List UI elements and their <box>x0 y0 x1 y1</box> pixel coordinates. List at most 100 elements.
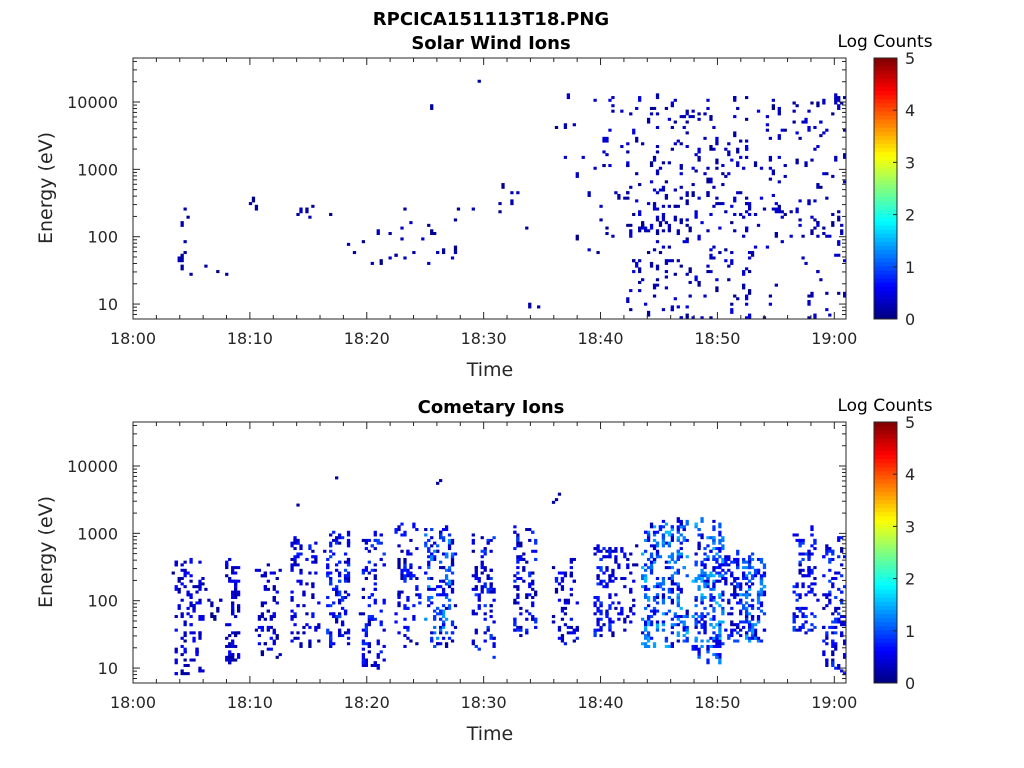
heatmap-cell <box>730 612 734 616</box>
heatmap-cell <box>335 563 339 567</box>
heatmap-cell <box>427 587 431 591</box>
heatmap-cell <box>343 596 348 600</box>
heatmap-cell <box>641 142 645 146</box>
heatmap-cell <box>409 563 413 567</box>
heatmap-cell <box>641 617 645 621</box>
heatmap-cell <box>655 240 660 244</box>
heatmap-cell <box>370 663 374 667</box>
heatmap-cell <box>649 568 654 575</box>
colorbar-tick-label: 0 <box>905 674 915 693</box>
heatmap-cell <box>421 237 425 241</box>
heatmap-cell <box>831 112 835 116</box>
heatmap-cell <box>715 158 719 165</box>
heatmap-cell <box>813 576 817 580</box>
heatmap-cell <box>346 557 351 561</box>
heatmap-cell <box>236 653 241 659</box>
heatmap-cell <box>641 585 645 589</box>
heatmap-cell <box>361 538 366 542</box>
heatmap-cell <box>623 585 627 589</box>
heatmap-cell <box>641 278 645 282</box>
heatmap-cell <box>450 563 455 567</box>
heatmap-cell <box>629 587 633 591</box>
heatmap-cell <box>724 576 728 580</box>
heatmap-cell <box>834 155 838 162</box>
heatmap-cell <box>843 620 847 627</box>
colorbar-swatch <box>874 654 897 659</box>
colorbar-swatch <box>874 495 897 500</box>
heatmap-cell <box>403 604 407 610</box>
heatmap-cell <box>296 538 300 542</box>
heatmap-cell <box>531 571 535 575</box>
heatmap-cell <box>661 544 666 548</box>
heatmap-cell <box>513 598 517 605</box>
heatmap-cell <box>661 612 666 616</box>
heatmap-cell <box>436 549 440 553</box>
heatmap-cell <box>373 661 377 667</box>
heatmap-cell <box>489 634 493 640</box>
heatmap-cell <box>302 625 306 629</box>
heatmap-cell <box>525 226 529 230</box>
colorbar-swatch <box>874 548 897 553</box>
heatmap-cell <box>596 609 600 613</box>
heatmap-cell <box>608 555 612 559</box>
heatmap-cell <box>635 199 639 203</box>
heatmap-cell <box>620 145 624 149</box>
heatmap-cell <box>453 625 458 629</box>
colorbar-swatch <box>874 155 897 161</box>
heatmap-cell <box>736 557 740 561</box>
heatmap-cell <box>471 574 475 578</box>
heatmap-cell <box>676 555 680 561</box>
heatmap-cell <box>682 125 686 129</box>
heatmap-cell <box>843 672 847 676</box>
heatmap-cell <box>667 204 672 208</box>
heatmap-cell <box>471 207 475 211</box>
heatmap-cell <box>275 655 279 659</box>
heatmap-cell <box>739 628 743 632</box>
heatmap-cell <box>685 625 689 629</box>
heatmap-cell <box>700 639 704 643</box>
heatmap-cell <box>326 563 330 570</box>
heatmap-cell <box>370 593 374 597</box>
heatmap-cell <box>706 574 710 578</box>
heatmap-cell <box>670 308 674 312</box>
heatmap-cell <box>415 593 419 597</box>
heatmap-cell <box>673 623 677 627</box>
heatmap-cell <box>664 270 669 274</box>
heatmap-cell <box>733 115 737 119</box>
heatmap-cell <box>733 587 737 591</box>
heatmap-cell <box>210 612 214 619</box>
heatmap-cell <box>694 552 698 556</box>
heatmap-cell <box>703 615 707 619</box>
y-tick-label: 1000 <box>77 160 118 179</box>
heatmap-cell <box>299 568 303 572</box>
colorbar-swatch <box>874 585 897 590</box>
heatmap-cell <box>608 128 612 132</box>
heatmap-cell <box>736 549 740 556</box>
heatmap-cell <box>623 628 627 632</box>
heatmap-cell <box>828 557 832 564</box>
heatmap-cell <box>572 628 576 632</box>
colorbar-swatch <box>874 229 897 234</box>
heatmap-cell <box>661 245 666 249</box>
colorbar-swatch <box>874 314 897 320</box>
heatmap-cell <box>453 218 458 222</box>
colorbar-swatch <box>874 306 897 312</box>
heatmap-cell <box>834 617 838 624</box>
heatmap-cell <box>409 574 413 580</box>
heatmap-cell <box>664 541 669 545</box>
heatmap-cell <box>742 604 746 610</box>
heatmap-cell <box>652 202 657 206</box>
y-tick-label: 10 <box>98 659 118 678</box>
heatmap-cell <box>308 642 312 648</box>
heatmap-cell <box>694 604 698 608</box>
heatmap-cell <box>525 631 529 635</box>
heatmap-cell <box>228 642 232 648</box>
heatmap-cell <box>308 544 312 551</box>
heatmap-cell <box>516 555 520 559</box>
heatmap-cell <box>575 234 579 241</box>
heatmap-cell <box>599 218 603 222</box>
colorbar-swatch <box>874 475 897 480</box>
colorbar-swatch <box>874 503 897 509</box>
heatmap-cell <box>412 615 416 619</box>
heatmap-cell <box>501 183 505 189</box>
